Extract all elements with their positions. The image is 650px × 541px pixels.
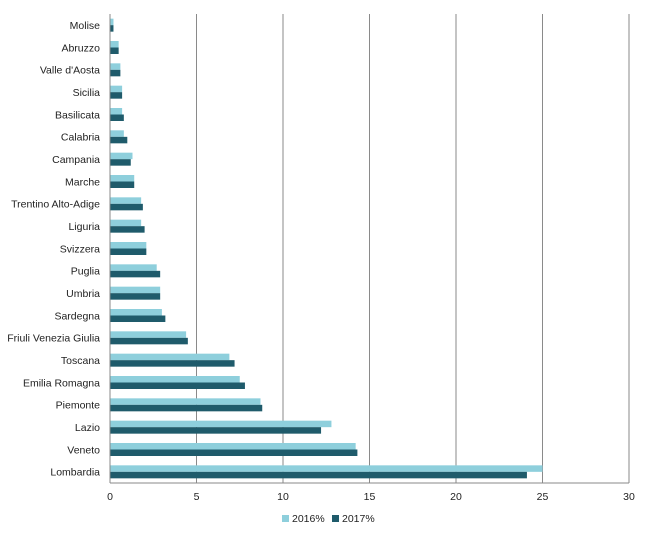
bar-2017-5 xyxy=(110,136,128,144)
x-tick-label: 5 xyxy=(194,491,200,503)
bar-2017-18 xyxy=(110,427,322,434)
legend: 2016% 2017% xyxy=(282,513,375,525)
bar-2016-4 xyxy=(110,108,123,115)
bar-2017-6 xyxy=(110,159,131,166)
bar-2016-3 xyxy=(110,85,123,93)
x-tick-label: 30 xyxy=(623,491,635,503)
bar-2016-13 xyxy=(110,309,162,316)
bar-2016-10 xyxy=(110,242,147,249)
category-label: Toscana xyxy=(61,355,100,367)
category-label: Lombardia xyxy=(50,467,100,479)
category-label: Trentino Alto-Adige xyxy=(11,199,100,211)
category-label: Puglia xyxy=(71,266,100,278)
x-tick-label: 25 xyxy=(537,491,549,503)
bar-2017-0 xyxy=(110,25,114,32)
category-label: Veneto xyxy=(67,444,100,456)
bar-2016-0 xyxy=(110,18,114,26)
category-label: Sardegna xyxy=(54,310,100,322)
category-label: Valle d'Aosta xyxy=(40,65,100,77)
x-tick-label: 0 xyxy=(107,491,113,503)
bar-2016-18 xyxy=(110,420,332,428)
bar-2017-3 xyxy=(110,92,123,99)
bar-2017-15 xyxy=(110,360,235,367)
category-label: Umbria xyxy=(66,288,100,300)
bar-2016-6 xyxy=(110,152,133,160)
category-labels: Molise Abruzzo Valle d'Aosta Sicilia Basilic… xyxy=(7,20,100,479)
category-label: Abruzzo xyxy=(61,42,100,54)
x-tick-label: 20 xyxy=(450,491,462,503)
category-label: Basilicata xyxy=(55,109,100,121)
bar-2017-13 xyxy=(110,315,166,322)
category-label: Calabria xyxy=(61,132,100,144)
bar-2016-5 xyxy=(110,130,124,137)
bar-2017-16 xyxy=(110,382,245,389)
bar-2016-9 xyxy=(110,219,142,227)
category-label: Molise xyxy=(70,20,101,32)
x-tick-label: 10 xyxy=(277,491,289,503)
category-label: Marche xyxy=(65,176,100,188)
bar-2016-12 xyxy=(110,286,161,294)
bar-2016-17 xyxy=(110,398,261,405)
category-label: Emilia Romagna xyxy=(23,377,100,389)
bar-2017-19 xyxy=(110,449,358,456)
category-label: Svizzera xyxy=(60,243,100,255)
bar-2017-2 xyxy=(110,69,121,77)
category-label: Lazio xyxy=(75,422,100,434)
bar-2017-17 xyxy=(110,404,263,412)
x-tick-labels: 0 5 10 15 20 25 30 xyxy=(107,491,635,503)
category-label: Liguria xyxy=(68,221,100,233)
bar-2017-8 xyxy=(110,203,143,211)
bars xyxy=(110,18,543,479)
legend-swatch-1 xyxy=(332,515,339,522)
bar-2016-15 xyxy=(110,353,230,361)
category-label: Sicilia xyxy=(73,87,101,99)
bar-2017-7 xyxy=(110,181,135,188)
category-label: Campania xyxy=(52,154,100,166)
bar-2016-14 xyxy=(110,331,187,338)
category-label: Piemonte xyxy=(56,400,101,412)
bar-2017-1 xyxy=(110,47,119,54)
x-tick-label: 15 xyxy=(364,491,376,503)
legend-swatch-0 xyxy=(282,515,289,522)
bar-2017-11 xyxy=(110,270,161,278)
bar-2016-1 xyxy=(110,41,119,48)
bar-2017-12 xyxy=(110,293,161,300)
bar-2017-14 xyxy=(110,337,188,345)
bar-2016-11 xyxy=(110,264,157,271)
bar-2016-8 xyxy=(110,197,142,204)
legend-label: 2016% xyxy=(292,513,325,525)
category-label: Friuli Venezia Giulia xyxy=(7,333,100,345)
bar-2016-7 xyxy=(110,175,135,182)
bar-2016-20 xyxy=(110,465,543,472)
bar-2017-20 xyxy=(110,471,527,479)
bar-2016-2 xyxy=(110,63,121,70)
bar-2017-10 xyxy=(110,248,147,255)
legend-label: 2017% xyxy=(342,513,375,525)
bar-2016-16 xyxy=(110,376,240,383)
gridlines xyxy=(196,14,630,483)
bar-2017-4 xyxy=(110,114,124,121)
bar-2016-19 xyxy=(110,443,356,450)
bar-2017-9 xyxy=(110,226,145,233)
